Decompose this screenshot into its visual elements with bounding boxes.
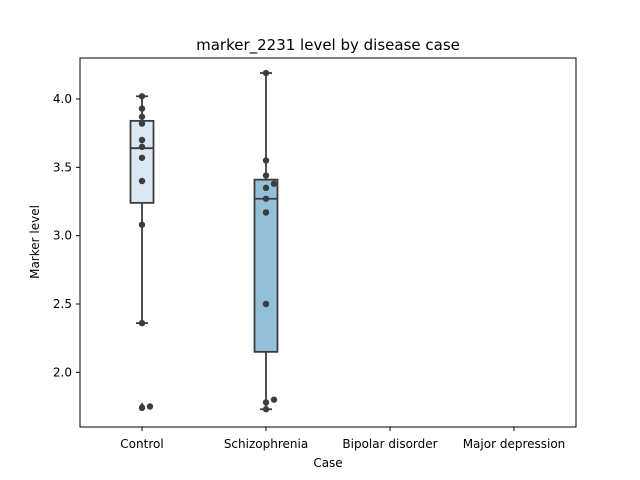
x-tick-label: Major depression — [463, 437, 566, 451]
data-point — [262, 184, 270, 192]
data-point — [262, 209, 270, 216]
data-point — [262, 157, 270, 164]
data-point — [270, 396, 278, 403]
box-group-control — [129, 93, 155, 412]
y-tick-label: 4.0 — [53, 92, 72, 106]
plot-area — [129, 69, 279, 413]
data-point — [138, 221, 146, 228]
y-tick-label: 3.5 — [53, 160, 72, 174]
data-point — [262, 195, 270, 202]
data-point — [138, 113, 146, 120]
y-axis-label: Marker level — [28, 205, 42, 279]
data-point — [138, 143, 146, 151]
data-point — [262, 300, 270, 308]
data-point — [270, 180, 278, 187]
data-point — [138, 404, 146, 412]
x-tick-label: Control — [120, 437, 163, 451]
data-point — [262, 399, 270, 406]
y-tick-label: 3.0 — [53, 229, 72, 243]
data-point — [138, 105, 146, 112]
data-point — [138, 136, 146, 144]
data-point — [138, 120, 146, 127]
axes: 2.0 2.5 3.0 3.5 4.0 Control Schizophrenia Bipol… — [53, 92, 565, 451]
x-axis-label: Case — [313, 456, 342, 470]
data-point — [138, 319, 146, 327]
plot-frame — [79, 57, 577, 428]
y-tick-label: 2.0 — [53, 365, 72, 379]
box-iqr — [253, 178, 279, 353]
y-tick-label: 2.5 — [53, 297, 72, 311]
box-group-schizophrenia — [253, 69, 279, 413]
box-iqr — [129, 119, 155, 204]
chart-title: marker_2231 level by disease case — [196, 36, 460, 55]
data-point — [138, 154, 146, 161]
x-tick-label: Bipolar disorder — [342, 437, 437, 451]
data-point — [146, 403, 154, 410]
data-point — [262, 406, 270, 413]
data-point — [138, 93, 146, 100]
data-point — [262, 172, 270, 179]
x-tick-label: Schizophrenia — [224, 437, 308, 451]
data-point — [138, 177, 146, 185]
data-point — [262, 69, 270, 77]
